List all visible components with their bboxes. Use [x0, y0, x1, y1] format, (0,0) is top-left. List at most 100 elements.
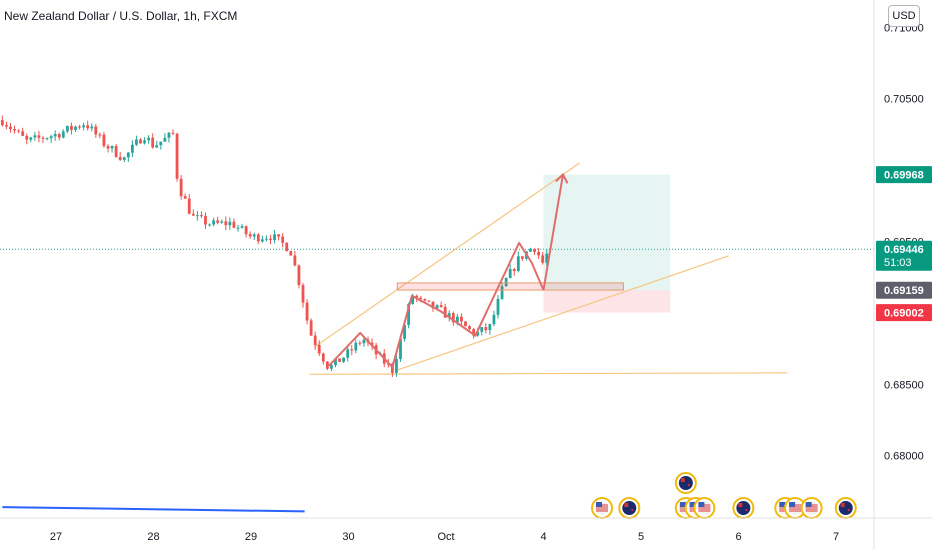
price-label-text: 0.69968 [884, 170, 924, 182]
candle-body [159, 141, 163, 146]
x-tick-label: 29 [245, 531, 257, 543]
stop-loss-price-label: 0.69002 [876, 304, 932, 322]
candle-body [57, 134, 61, 138]
candle-body [74, 126, 77, 130]
flag-canton [738, 503, 743, 507]
candle-body [135, 139, 138, 145]
candle-body [460, 316, 463, 322]
candle-body [419, 297, 423, 299]
candle-body [53, 134, 57, 137]
candle-body [423, 298, 427, 301]
candle-body [317, 344, 321, 354]
long-position-profit-zone [543, 174, 671, 291]
us-event-icon [591, 497, 613, 519]
candle-body [407, 303, 411, 325]
candle-body [265, 238, 268, 240]
support-line [309, 372, 788, 375]
countdown-label: 51:03 [884, 257, 912, 269]
candle-body [277, 234, 281, 237]
flag-star [745, 509, 748, 511]
candle-body [342, 357, 346, 362]
x-tick-label: 30 [342, 531, 354, 543]
candle-body [480, 327, 484, 332]
us-event-icon [693, 497, 716, 519]
candle-body [49, 136, 53, 139]
candle-body [13, 128, 16, 131]
candle-body [464, 321, 467, 327]
nz-event-icon [674, 472, 697, 494]
candle-body [204, 215, 207, 225]
candle-body [82, 125, 86, 128]
candle-body [273, 234, 276, 241]
y-tick-label: 0.70500 [884, 94, 924, 106]
candle-body [179, 178, 183, 197]
candle-body [126, 152, 130, 158]
candle-body [411, 295, 415, 304]
price-label-text: 0.69159 [884, 285, 924, 297]
candle-body [370, 342, 374, 346]
upper-trendline [314, 162, 580, 348]
zigzag-pattern [328, 241, 545, 369]
candle-body [224, 221, 228, 226]
candle-body [451, 313, 455, 323]
flag-canton [679, 502, 686, 507]
candle-body [468, 326, 471, 330]
candle-body [102, 134, 106, 146]
candle-body [33, 135, 37, 138]
candle-body [256, 234, 260, 242]
blue-trendline-bottom [2, 506, 305, 513]
candle-body [236, 227, 240, 229]
candle-body [61, 131, 65, 138]
candle-body [403, 324, 406, 339]
x-tick-label: 4 [540, 531, 546, 543]
flag-canton [680, 478, 685, 482]
candle-body [220, 221, 224, 223]
candle-body [472, 329, 476, 336]
flag-canton [596, 502, 602, 507]
candle-body [65, 125, 69, 132]
candle-body [248, 234, 252, 237]
candle-body [330, 365, 333, 369]
candle-body [301, 285, 305, 303]
y-tick-label: 0.68000 [884, 451, 924, 463]
candle-body [195, 215, 199, 217]
x-tick-label: 27 [50, 531, 62, 543]
flag-canton [624, 503, 629, 507]
currency-button[interactable]: USD [888, 5, 920, 27]
candle-body [492, 314, 496, 325]
candle-body [228, 221, 232, 226]
candle-body [512, 268, 516, 271]
candle-body [98, 134, 102, 136]
candle-body [139, 139, 142, 144]
price-label-text: 0.69002 [884, 308, 924, 320]
candle-body [94, 126, 98, 135]
flag-canton [789, 502, 796, 507]
flag-star [687, 484, 690, 486]
candle-body [427, 300, 431, 302]
candle-body [313, 335, 317, 345]
candle-body [269, 238, 272, 241]
candle-body [130, 144, 134, 153]
candle-body [37, 135, 41, 138]
candle-body [541, 255, 545, 263]
chart-title: New Zealand Dollar / U.S. Dollar, 1h, FX… [4, 9, 238, 23]
us-event-icon [800, 497, 823, 519]
candle-body [9, 126, 12, 129]
long-position-loss-zone [543, 290, 671, 313]
candle-body [516, 256, 520, 271]
candle-body [281, 236, 285, 243]
candle-body [29, 137, 33, 140]
candle-body [147, 137, 151, 141]
price-label-bg [876, 240, 932, 271]
candle-body [484, 327, 488, 331]
candle-body [354, 342, 358, 351]
candle-body [334, 358, 337, 366]
candle-body [216, 220, 220, 223]
candle-body [488, 324, 492, 331]
candle-body [390, 363, 394, 373]
flag-canton [689, 502, 696, 507]
candle-body [212, 220, 216, 225]
